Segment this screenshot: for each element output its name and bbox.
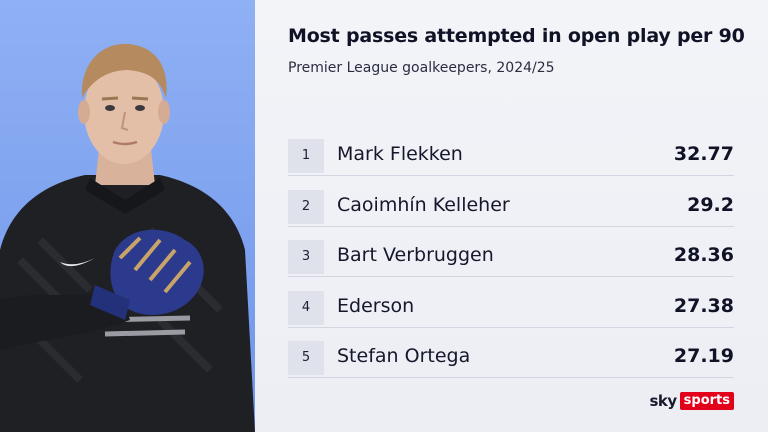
player-name: Bart Verbruggen [337,244,494,267]
player-name: Caoimhín Kelleher [337,193,510,216]
player-name: Ederson [337,294,415,317]
player-name: Stefan Ortega [337,345,471,368]
logo-sports-text: sports [679,391,734,410]
rank-badge: 5 [288,341,324,376]
goalkeeper-illustration [0,43,255,432]
passes-value: 32.77 [673,143,734,165]
table-row: 5 Stefan Ortega 27.19 [288,339,734,379]
rank-badge: 4 [288,290,324,325]
chart-title: Most passes attempted in open play per 9… [288,25,745,47]
passes-value: 28.36 [673,244,734,267]
player-name: Mark Flekken [337,143,463,165]
passes-value: 29.2 [687,193,734,216]
passes-value: 27.19 [673,345,734,368]
chart-subtitle: Premier League goalkeepers, 2024/25 [288,60,555,76]
logo-sky-text: sky [649,391,677,410]
table-row: 2 Caoimhín Kelleher 29.2 [288,188,734,227]
rank-badge: 1 [288,139,324,173]
table-row: 4 Ederson 27.38 [288,289,734,328]
player-photo [0,0,255,432]
passes-value: 27.38 [673,294,734,317]
sky-sports-logo: sky sports [649,391,734,410]
table-row: 1 Mark Flekken 32.77 [288,137,734,176]
table-row: 3 Bart Verbruggen 28.36 [288,238,734,278]
rank-badge: 2 [288,189,324,224]
chart-panel: Most passes attempted in open play per 9… [255,0,768,432]
rank-badge: 3 [288,240,324,275]
